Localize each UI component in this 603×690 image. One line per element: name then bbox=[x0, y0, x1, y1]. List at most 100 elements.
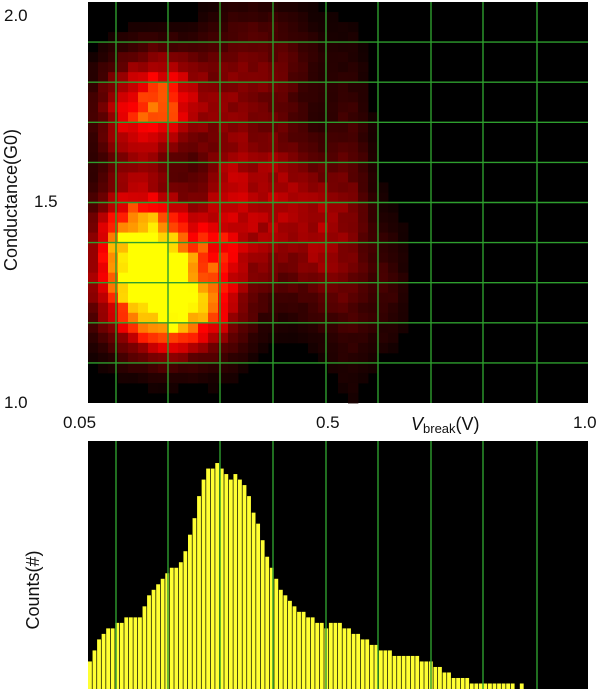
heatmap-cell bbox=[188, 312, 199, 324]
heatmap-cell bbox=[238, 262, 249, 274]
heatmap-cell bbox=[158, 292, 169, 304]
heatmap-cell bbox=[288, 72, 299, 83]
heatmap-cell bbox=[108, 112, 119, 123]
heatmap-cell bbox=[228, 52, 239, 63]
heatmap-cell bbox=[218, 242, 229, 254]
heatmap-cell bbox=[228, 62, 239, 73]
heatmap-cell bbox=[278, 52, 289, 63]
heatmap-cell bbox=[198, 42, 209, 53]
heatmap-cell bbox=[188, 222, 199, 233]
heatmap-cell bbox=[208, 222, 219, 233]
heatmap-cell bbox=[198, 22, 209, 33]
histogram-bar bbox=[519, 683, 524, 689]
heatmap-cell bbox=[188, 182, 199, 193]
heatmap-cell bbox=[198, 252, 209, 264]
heatmap-cell bbox=[218, 312, 229, 324]
heatmap-cell bbox=[188, 352, 199, 364]
heatmap-cells bbox=[88, 2, 409, 404]
histogram-bar bbox=[92, 650, 97, 689]
heatmap-cell bbox=[398, 232, 409, 244]
heatmap-cell bbox=[308, 92, 319, 103]
heatmap-cell bbox=[168, 342, 179, 354]
heatmap-cell bbox=[218, 202, 229, 213]
heatmap-cell bbox=[218, 42, 229, 53]
heatmap-cell bbox=[198, 112, 209, 123]
heatmap-cell bbox=[278, 142, 289, 153]
histogram-bar bbox=[210, 468, 215, 689]
heatmap-cell bbox=[248, 272, 259, 284]
heatmap-cell bbox=[348, 172, 359, 183]
heatmap-cell bbox=[88, 302, 99, 314]
heatmap-cell bbox=[88, 92, 99, 103]
heatmap-cell bbox=[238, 162, 249, 173]
heatmap-cell bbox=[338, 152, 349, 163]
heatmap-cell bbox=[308, 232, 319, 244]
heatmap-cell bbox=[218, 102, 229, 113]
heatmap-cell bbox=[108, 32, 119, 43]
heatmap-cell bbox=[198, 352, 209, 364]
histogram-bar bbox=[469, 683, 474, 689]
heatmap-cell bbox=[248, 352, 259, 364]
heatmap-cell bbox=[278, 72, 289, 83]
heatmap-cell bbox=[198, 212, 209, 223]
heatmap-cell bbox=[108, 342, 119, 354]
heatmap-cell bbox=[88, 232, 99, 244]
histogram-bar bbox=[156, 584, 161, 689]
heatmap-cell bbox=[298, 72, 309, 83]
heatmap-cell bbox=[108, 172, 119, 183]
heatmap-cell bbox=[258, 332, 269, 344]
heatmap-cell bbox=[98, 232, 109, 244]
heatmap-cell bbox=[248, 262, 259, 274]
heatmap-cell bbox=[148, 322, 159, 334]
heatmap-cell bbox=[278, 182, 289, 193]
heatmap-cell bbox=[298, 222, 309, 233]
heatmap-cell bbox=[108, 132, 119, 143]
heatmap-cell bbox=[358, 352, 369, 364]
heatmap-cell bbox=[168, 372, 179, 384]
heatmap-cell bbox=[288, 32, 299, 43]
heatmap-cell bbox=[248, 52, 259, 63]
heatmap-cell bbox=[148, 162, 159, 173]
heatmap-cell bbox=[368, 192, 379, 203]
heatmap-cell bbox=[248, 162, 259, 173]
heatmap-cell bbox=[288, 162, 299, 173]
heatmap-cell bbox=[188, 112, 199, 123]
heatmap-cell bbox=[328, 132, 339, 143]
heatmap-cell bbox=[278, 172, 289, 183]
heatmap-cell bbox=[118, 242, 129, 254]
heatmap-cell bbox=[198, 52, 209, 63]
heatmap-cell bbox=[108, 322, 119, 334]
heatmap-cell bbox=[278, 132, 289, 143]
heatmap-cell bbox=[328, 152, 339, 163]
heatmap-cell bbox=[128, 282, 139, 294]
heatmap-cell bbox=[368, 292, 379, 304]
heatmap-cell bbox=[178, 272, 189, 284]
heatmap-cell bbox=[168, 172, 179, 183]
heatmap-cell bbox=[128, 172, 139, 183]
heatmap-cell bbox=[318, 302, 329, 314]
heatmap-cell bbox=[108, 262, 119, 274]
heatmap-cell bbox=[298, 202, 309, 213]
heatmap-cell bbox=[238, 242, 249, 254]
heatmap-cell bbox=[98, 242, 109, 254]
heatmap-cell bbox=[138, 222, 149, 233]
heatmap-cell bbox=[188, 242, 199, 254]
heatmap-cell bbox=[278, 22, 289, 33]
heatmap-cell bbox=[148, 232, 159, 244]
heatmap-cell bbox=[348, 42, 359, 53]
heatmap-cell bbox=[198, 362, 209, 374]
heatmap-cell bbox=[188, 252, 199, 264]
heatmap-cell bbox=[248, 192, 259, 203]
heatmap-cell bbox=[148, 132, 159, 143]
heatmap-cell bbox=[258, 262, 269, 274]
histogram-bar bbox=[388, 650, 392, 689]
heatmap-cell bbox=[248, 202, 259, 213]
heatmap-cell bbox=[318, 32, 329, 43]
heatmap-cell bbox=[338, 312, 349, 324]
heatmap-cell bbox=[98, 82, 109, 93]
heatmap-cell bbox=[208, 252, 219, 264]
heatmap-cell bbox=[158, 342, 169, 354]
heatmap-cell bbox=[368, 262, 379, 274]
heatmap-cell bbox=[168, 92, 179, 103]
heatmap-cell bbox=[338, 262, 349, 274]
